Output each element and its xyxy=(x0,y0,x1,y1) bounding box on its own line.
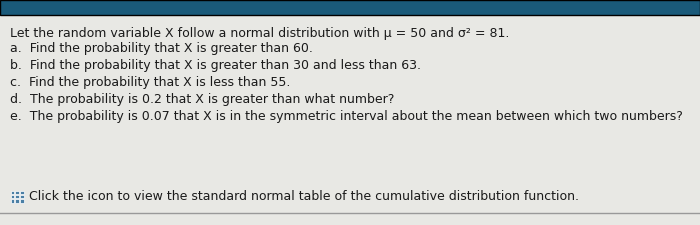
FancyBboxPatch shape xyxy=(15,195,19,198)
FancyBboxPatch shape xyxy=(10,199,14,202)
Text: b.  Find the probability that X is greater than 30 and less than 63.: b. Find the probability that X is greate… xyxy=(10,59,421,72)
Text: e.  The probability is 0.07 that X is in the symmetric interval about the mean b: e. The probability is 0.07 that X is in … xyxy=(10,110,683,123)
FancyBboxPatch shape xyxy=(20,199,24,202)
FancyBboxPatch shape xyxy=(10,191,14,194)
Text: Let the random variable X follow a normal distribution with μ = 50 and σ² = 81.: Let the random variable X follow a norma… xyxy=(10,27,510,40)
FancyBboxPatch shape xyxy=(0,0,700,15)
Text: c.  Find the probability that X is less than 55.: c. Find the probability that X is less t… xyxy=(10,76,290,89)
Text: a.  Find the probability that X is greater than 60.: a. Find the probability that X is greate… xyxy=(10,42,313,55)
Text: d.  The probability is 0.2 that X is greater than what number?: d. The probability is 0.2 that X is grea… xyxy=(10,93,394,106)
FancyBboxPatch shape xyxy=(15,199,19,202)
FancyBboxPatch shape xyxy=(20,195,24,198)
FancyBboxPatch shape xyxy=(10,195,14,198)
FancyBboxPatch shape xyxy=(20,191,24,194)
FancyBboxPatch shape xyxy=(15,191,19,194)
Text: Click the icon to view the standard normal table of the cumulative distribution : Click the icon to view the standard norm… xyxy=(29,190,579,203)
